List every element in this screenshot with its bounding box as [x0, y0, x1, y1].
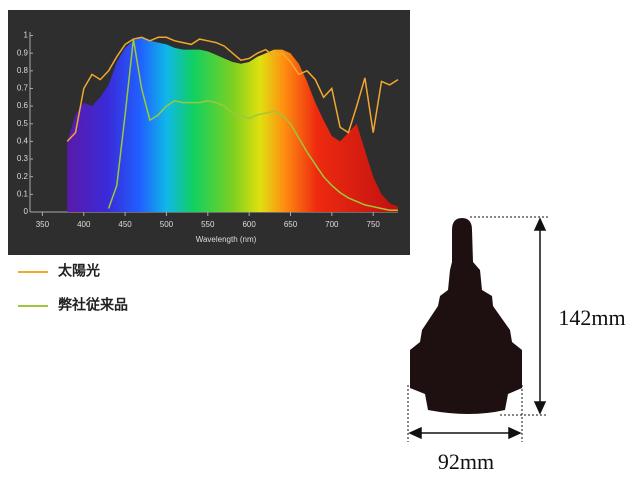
x-tick-label: 600: [242, 220, 256, 229]
x-tick-label: 650: [284, 220, 298, 229]
y-tick-label: 0.7: [17, 84, 29, 93]
legend-label: 弊社従来品: [58, 297, 128, 313]
y-tick-label: 0.5: [17, 119, 29, 128]
y-tick-label: 0.9: [17, 48, 29, 57]
y-tick-label: 0.2: [17, 172, 29, 181]
dimension-guides: [407, 216, 548, 442]
x-tick-label: 550: [201, 220, 215, 229]
x-tick-label: 450: [118, 220, 132, 229]
y-tick-label: 0.4: [17, 137, 29, 146]
y-tick-label: 0.8: [17, 66, 29, 75]
series-line: [107, 38, 398, 211]
x-tick-label: 500: [160, 220, 174, 229]
y-tick-label: 0.3: [17, 154, 29, 163]
x-tick-label: 750: [367, 220, 381, 229]
spectrum-area: [67, 37, 398, 212]
x-tick-label: 400: [77, 220, 91, 229]
x-axis-label: Wavelength (nm): [196, 235, 257, 244]
series-line: [66, 36, 399, 142]
x-tick-label: 350: [36, 220, 50, 229]
y-tick-label: 0.6: [17, 101, 29, 110]
dimension-arrows: [408, 217, 547, 440]
y-tick-label: 1: [24, 31, 29, 40]
width-label: 92mm: [438, 449, 494, 474]
height-label: 142mm: [558, 305, 625, 330]
y-tick-label: 0: [24, 207, 29, 216]
x-tick-label: 700: [325, 220, 339, 229]
legend-label: 太陽光: [58, 263, 100, 279]
product-silhouette: [410, 218, 522, 414]
y-tick-label: 0.1: [17, 189, 29, 198]
